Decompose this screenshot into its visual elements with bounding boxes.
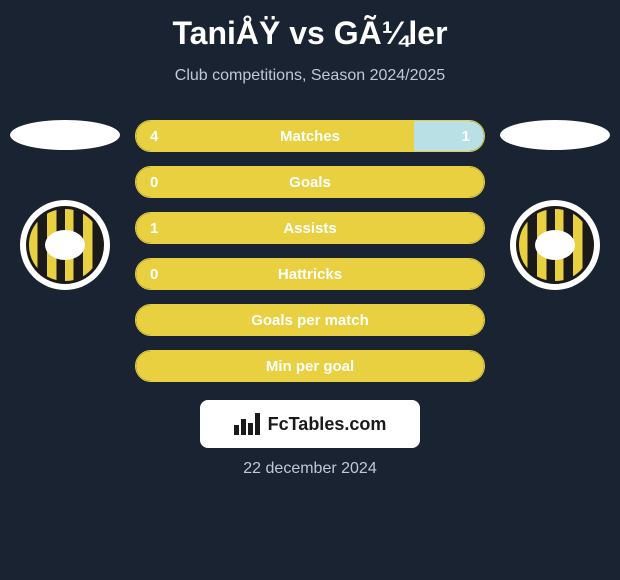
team-right-logo-center [535,230,575,260]
page-subtitle: Club competitions, Season 2024/2025 [0,67,620,85]
stat-bar: 1Assists [135,212,485,244]
team-right-logo [510,200,600,290]
stat-bar: Goals per match [135,304,485,336]
team-left-logo-center [45,230,85,260]
footer-logo[interactable]: FcTables.com [200,400,420,448]
page-title: TaniÅŸ vs GÃ¼ler [0,15,620,52]
team-left-logo [20,200,110,290]
stat-label: Hattricks [136,266,484,283]
stat-bar: 0Hattricks [135,258,485,290]
stat-label: Min per goal [136,358,484,375]
bar-chart-icon [234,413,262,435]
player-right-avatar [500,120,610,150]
team-right-logo-stripes [516,206,594,284]
stat-bar: Min per goal [135,350,485,382]
comparison-content: 4Matches10Goals1Assists0HattricksGoals p… [0,120,620,382]
player-left-avatar [10,120,120,150]
footer-logo-text: FcTables.com [268,414,387,435]
stat-label: Goals [136,174,484,191]
stat-label: Matches [136,128,484,145]
stat-label: Goals per match [136,312,484,329]
player-right-column [500,120,610,290]
stat-value-right: 1 [462,128,470,145]
player-left-column [10,120,120,290]
footer-date: 22 december 2024 [0,460,620,478]
stat-bar: 4Matches1 [135,120,485,152]
stat-label: Assists [136,220,484,237]
team-left-logo-stripes [26,206,104,284]
stat-bar: 0Goals [135,166,485,198]
stats-column: 4Matches10Goals1Assists0HattricksGoals p… [135,120,485,382]
